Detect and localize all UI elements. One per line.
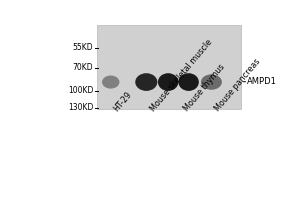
- Ellipse shape: [158, 73, 178, 91]
- Text: Mouse skeletal muscle: Mouse skeletal muscle: [149, 38, 214, 113]
- Ellipse shape: [178, 73, 199, 91]
- Text: 130KD: 130KD: [68, 103, 93, 112]
- Ellipse shape: [102, 76, 119, 89]
- Ellipse shape: [201, 74, 222, 90]
- Text: HT-29: HT-29: [112, 90, 134, 113]
- Text: 70KD: 70KD: [73, 63, 93, 72]
- Text: 100KD: 100KD: [68, 86, 93, 95]
- Text: 55KD: 55KD: [73, 43, 93, 52]
- Text: Mouse thymus: Mouse thymus: [182, 63, 226, 113]
- Bar: [97, 25, 241, 109]
- Text: Mouse pancreas: Mouse pancreas: [213, 57, 262, 113]
- Text: AMPD1: AMPD1: [247, 77, 277, 86]
- Ellipse shape: [135, 73, 158, 91]
